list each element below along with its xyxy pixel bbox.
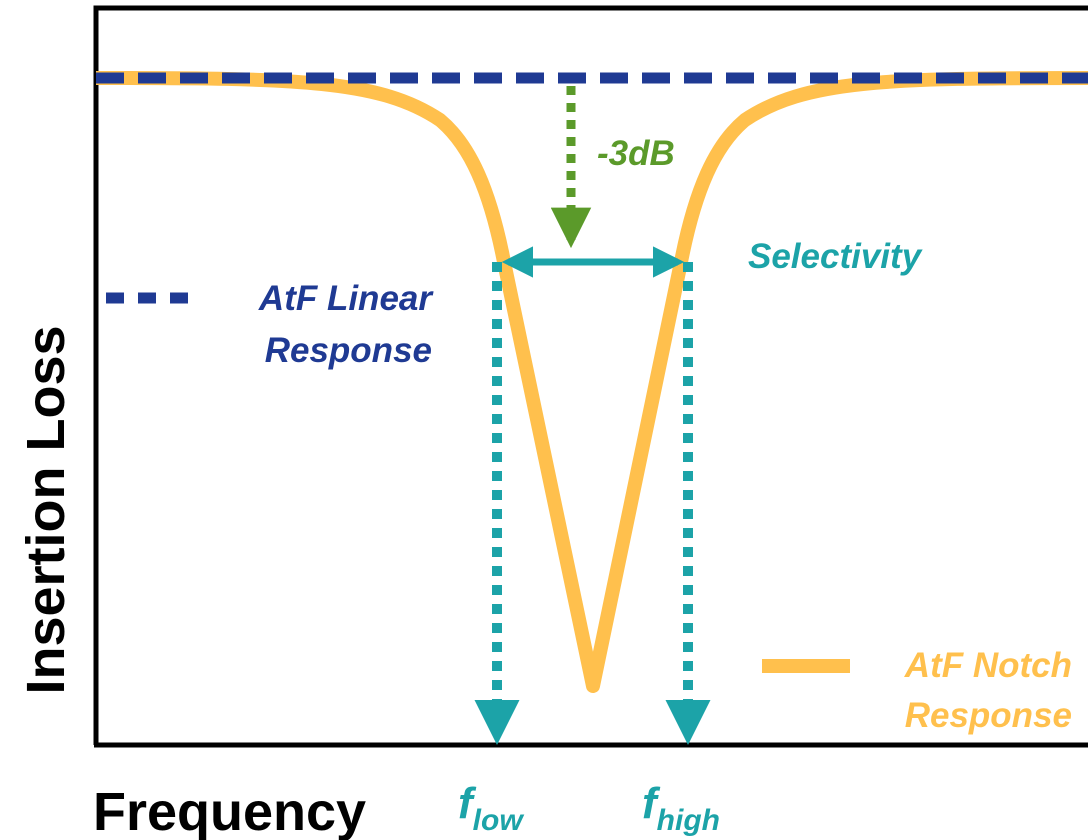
f-low-label: flow (458, 779, 524, 837)
y-axis-title: Insertion Loss (16, 325, 76, 694)
selectivity-label: Selectivity (748, 237, 923, 276)
legend-notch-label-line2: Response (905, 696, 1072, 735)
legend-notch-label-line1: AtF Notch (904, 646, 1072, 685)
plot-frame (93, 5, 1088, 748)
legend-linear-label-line2: Response (265, 331, 432, 370)
f-low-base: f (458, 779, 477, 828)
notch-response-curve (95, 71, 1088, 693)
f-high-base: f (642, 779, 661, 828)
legend-linear-label-line1: AtF Linear (258, 279, 434, 318)
f-high-label: fhigh (642, 779, 720, 837)
f-high-subscript: high (657, 804, 720, 837)
f-low-subscript: low (473, 804, 525, 837)
x-axis-title: Frequency (93, 782, 366, 840)
drop-3db-label: -3dB (597, 134, 675, 173)
